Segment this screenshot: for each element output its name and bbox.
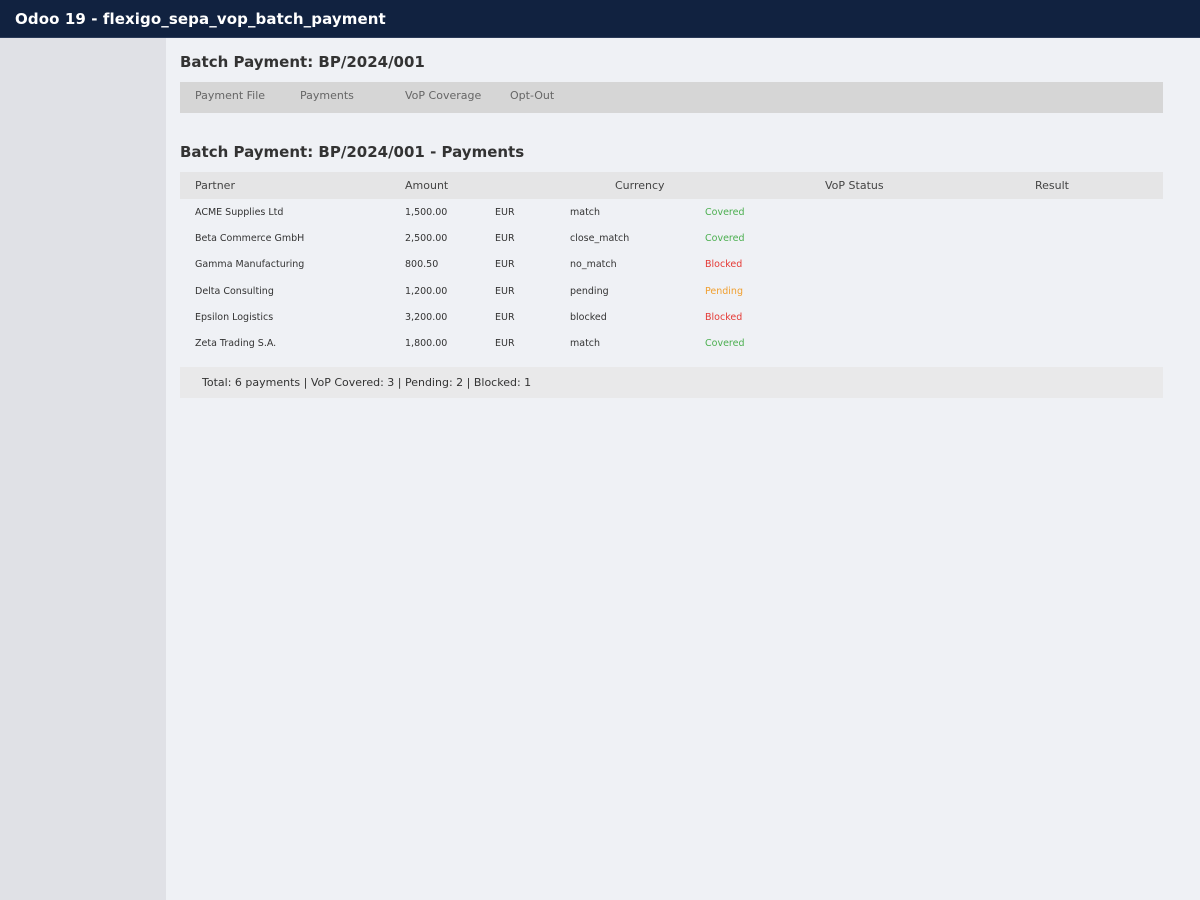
cell-amount: 1,200.00 (405, 285, 448, 297)
cell-vop-status: blocked (570, 311, 607, 323)
column-header-amount[interactable]: Amount (405, 179, 449, 192)
tab-opt-out[interactable]: Opt-Out (510, 89, 555, 102)
sidebar (0, 38, 166, 900)
main-content: Batch Payment: BP/2024/001 Payment File … (166, 38, 1200, 900)
column-header-partner[interactable]: Partner (195, 179, 235, 192)
cell-vop-status: match (570, 207, 601, 218)
top-navbar: Odoo 19 - flexigo_sepa_vop_batch_payment (0, 0, 1200, 38)
column-header-currency[interactable]: Currency (615, 179, 665, 192)
tab-payment-file[interactable]: Payment File (195, 89, 266, 102)
cell-currency: EUR (495, 285, 515, 297)
cell-result: Pending (705, 285, 743, 297)
app-title: Odoo 19 - flexigo_sepa_vop_batch_payment (15, 10, 386, 28)
cell-partner: Delta Consulting (195, 285, 274, 297)
cell-result: Covered (705, 338, 745, 349)
table-row[interactable]: Gamma Manufacturing 800.50 EUR no_match Bloc… (180, 253, 1163, 279)
cell-vop-status: no_match (570, 259, 617, 271)
cell-result: Covered (705, 207, 745, 218)
table-row[interactable]: Epsilon Logistics 3,200.00 EUR blocked Block… (180, 306, 1163, 332)
summary-bar: Total: 6 payments | VoP Covered: 3 | Pen… (180, 367, 1163, 398)
cell-result: Covered (705, 233, 745, 245)
tab-bar: Payment File Payments VoP Coverage Opt-O… (180, 82, 1163, 113)
cell-amount: 3,200.00 (405, 311, 448, 323)
cell-partner: Zeta Trading S.A. (195, 338, 277, 349)
summary-text: Total: 6 payments | VoP Covered: 3 | Pen… (202, 376, 532, 389)
cell-result: Blocked (705, 259, 743, 271)
cell-partner: Beta Commerce GmbH (195, 233, 305, 245)
section-title: Batch Payment: BP/2024/001 - Payments (180, 143, 525, 161)
cell-currency: EUR (495, 311, 515, 323)
cell-partner: Gamma Manufacturing (195, 259, 305, 271)
cell-result: Blocked (705, 311, 743, 323)
cell-vop-status: close_match (570, 233, 630, 245)
cell-currency: EUR (495, 207, 515, 218)
table-row[interactable]: Delta Consulting 1,200.00 EUR pending Pendin… (180, 280, 1163, 306)
cell-amount: 2,500.00 (405, 233, 448, 245)
cell-partner: Epsilon Logistics (195, 311, 274, 323)
column-header-vop-status[interactable]: VoP Status (825, 179, 884, 192)
cell-amount: 800.50 (405, 259, 439, 271)
cell-amount: 1,500.00 (405, 207, 448, 218)
cell-vop-status: match (570, 338, 601, 349)
tab-vop-coverage[interactable]: VoP Coverage (405, 89, 482, 102)
table-header: Partner Amount Currency VoP Status Resul… (180, 172, 1163, 199)
table-row[interactable]: Beta Commerce GmbH 2,500.00 EUR close_match… (180, 227, 1163, 253)
tab-payments[interactable]: Payments (300, 89, 354, 102)
cell-currency: EUR (495, 259, 515, 271)
column-header-result[interactable]: Result (1035, 179, 1069, 192)
table-row[interactable]: Zeta Trading S.A. 1,800.00 EUR match Covered (180, 332, 1163, 358)
table-row[interactable]: ACME Supplies Ltd 1,500.00 EUR match Covered (180, 201, 1163, 227)
cell-amount: 1,800.00 (405, 338, 448, 349)
page-title: Batch Payment: BP/2024/001 (180, 53, 425, 71)
cell-vop-status: pending (570, 285, 609, 297)
cell-partner: ACME Supplies Ltd (195, 207, 284, 218)
cell-currency: EUR (495, 338, 515, 349)
cell-currency: EUR (495, 233, 515, 245)
